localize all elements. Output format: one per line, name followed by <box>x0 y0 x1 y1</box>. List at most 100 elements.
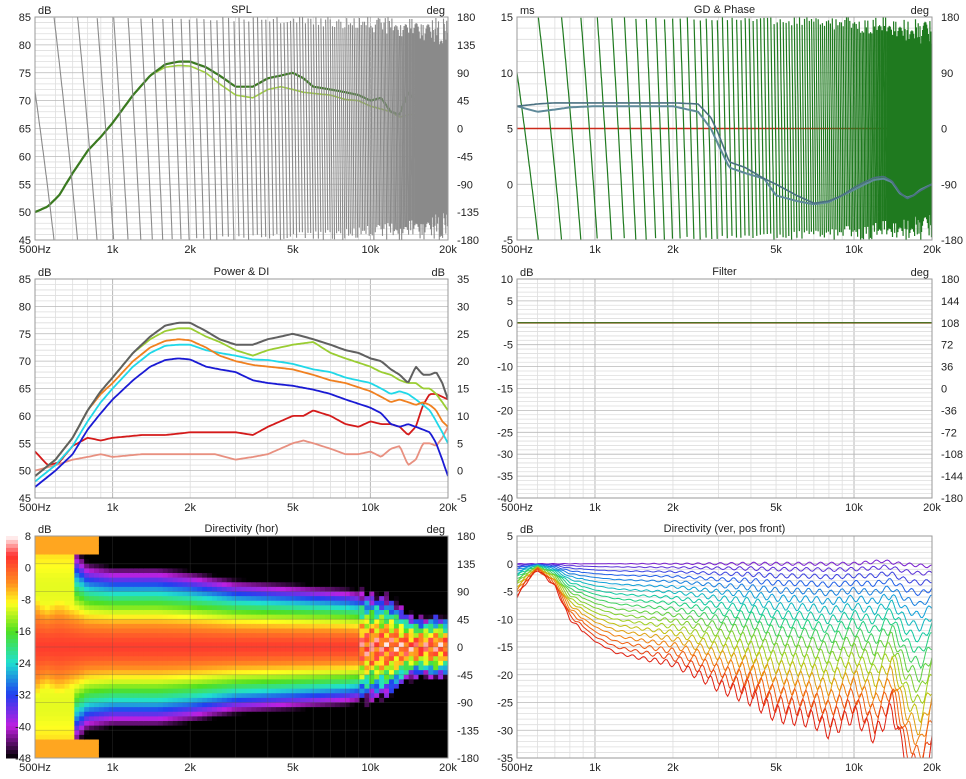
heatmap-cell <box>379 549 385 556</box>
heatmap-cell <box>103 707 110 713</box>
heatmap-cell <box>231 600 238 606</box>
heatmap-cell <box>359 730 366 736</box>
heatmap-cell <box>187 670 193 676</box>
heatmap-cell <box>246 684 252 690</box>
heatmap-cell <box>339 684 346 690</box>
heatmap-cell <box>54 573 61 579</box>
heatmap-cell <box>344 711 351 717</box>
heatmap-cell <box>433 545 439 551</box>
heatmap-cell <box>177 536 184 542</box>
heatmap-cell <box>300 656 307 662</box>
heatmap-cell <box>187 545 193 551</box>
heatmap-cell <box>221 656 228 662</box>
heatmap-cell <box>212 610 218 616</box>
heatmap-cell <box>251 586 257 593</box>
heatmap-cell <box>187 660 193 667</box>
heatmap-cell <box>266 642 272 648</box>
heatmap-cell <box>438 753 444 758</box>
heatmap-cell <box>192 642 198 648</box>
heatmap-cell <box>261 725 267 731</box>
heatmap-cell <box>133 748 139 754</box>
colorbar-swatch <box>6 547 18 553</box>
heatmap-cell <box>359 670 366 676</box>
heatmap-cell <box>123 744 130 750</box>
heatmap-cell <box>123 628 130 634</box>
heatmap-cell <box>69 610 75 616</box>
heatmap-cell <box>113 734 120 741</box>
heatmap-cell <box>443 610 448 616</box>
heatmap-cell <box>295 711 302 717</box>
y-tick-label: -35 <box>497 471 513 483</box>
heatmap-cell <box>207 702 213 708</box>
heatmap-cell <box>39 600 46 606</box>
heatmap-cell <box>384 545 390 551</box>
heatmap-cell <box>349 623 356 630</box>
heatmap-cell <box>325 753 331 758</box>
heatmap-cell <box>236 725 243 731</box>
heatmap-cell <box>389 716 395 722</box>
heatmap-cell <box>212 688 218 694</box>
heatmap-cell <box>103 536 110 542</box>
heatmap-cell <box>271 619 277 625</box>
colorbar-tick-label: 0 <box>25 563 31 575</box>
heatmap-cell <box>49 600 56 606</box>
heatmap-cell <box>221 711 228 717</box>
heatmap-cell <box>103 559 110 565</box>
heatmap-cell <box>423 540 429 546</box>
heatmap-cell <box>98 591 105 597</box>
heatmap-cell <box>280 753 287 758</box>
heatmap-cell <box>330 596 336 602</box>
heatmap-cell <box>251 633 257 639</box>
heatmap-cell <box>320 545 326 551</box>
heatmap-cell <box>118 697 125 704</box>
heatmap-cell <box>403 605 410 611</box>
heatmap-cell <box>266 540 272 546</box>
heatmap-cell <box>108 693 115 699</box>
heatmap-cell <box>334 536 341 542</box>
heatmap-cell <box>192 540 198 546</box>
y-tick-label: 50 <box>19 466 31 478</box>
heatmap-cell <box>334 725 341 731</box>
heatmap-cell <box>167 651 174 657</box>
heatmap-cell <box>69 623 75 630</box>
heatmap-cell <box>261 573 267 579</box>
heatmap-cell <box>153 568 159 574</box>
heatmap-cell <box>207 591 213 597</box>
heatmap-cell <box>315 642 321 648</box>
heatmap-cell <box>266 707 272 713</box>
heatmap-cell <box>113 665 120 671</box>
x-tick-label: 10k <box>362 244 380 256</box>
heatmap-cell <box>349 633 356 639</box>
heatmap-cell <box>49 628 56 634</box>
heatmap-cell <box>123 637 130 643</box>
heatmap-cell <box>172 628 179 634</box>
heatmap-cell <box>187 748 193 754</box>
heatmap-cell <box>231 684 238 690</box>
heatmap-cell <box>79 619 85 625</box>
heatmap-cell <box>84 684 90 690</box>
heatmap-cell <box>320 536 326 542</box>
heatmap-cell <box>133 642 139 648</box>
heatmap-cell <box>393 623 400 630</box>
heatmap-cell <box>133 688 139 694</box>
heatmap-cell <box>231 568 238 574</box>
heatmap-cell <box>428 554 434 560</box>
heatmap-cell <box>226 614 233 620</box>
heatmap-cell <box>275 744 282 750</box>
heatmap-cell <box>113 693 120 699</box>
heatmap-cell <box>192 573 198 579</box>
heatmap-cell <box>138 633 144 639</box>
heatmap-cell <box>364 725 370 731</box>
heatmap-cell <box>428 656 434 662</box>
heatmap-cell <box>212 697 218 704</box>
heatmap-cell <box>35 679 41 685</box>
heatmap-cell <box>103 721 110 727</box>
heatmap-cell <box>315 582 321 588</box>
heatmap-cell <box>413 674 420 680</box>
heatmap-cell <box>246 549 252 556</box>
heatmap-cell <box>438 693 444 699</box>
heatmap-cell <box>74 559 80 565</box>
heatmap-cell <box>256 563 262 569</box>
heatmap-cell <box>428 559 434 565</box>
heatmap-cell <box>295 633 302 639</box>
